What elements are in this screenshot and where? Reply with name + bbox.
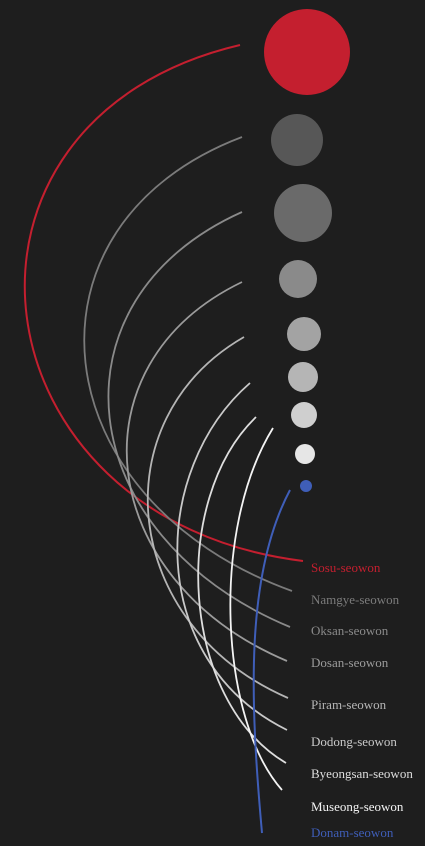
circle-sosu-seowon [264,9,350,95]
arc-donam-seowon [252,489,291,834]
label-byeongsan-seowon: Byeongsan-seowon [311,766,413,781]
circle-oksan-seowon [274,184,332,242]
arc-layer [23,44,304,834]
circle-museong-seowon [295,444,315,464]
arc-byeongsan-seowon [197,416,287,764]
circle-dosan-seowon [279,260,317,298]
arc-oksan-seowon [107,211,291,628]
circle-namgye-seowon [271,114,323,166]
circle-layer [264,9,350,492]
circle-donam-seowon [300,480,312,492]
label-layer: Sosu-seowon Namgye-seowon Oksan-seowon Dosa… [311,560,413,840]
arc-namgye-seowon [83,136,293,592]
arc-dodong-seowon [176,382,288,731]
arc-sosu-seowon [23,44,304,562]
circle-byeongsan-seowon [291,402,317,428]
label-piram-seowon: Piram-seowon [311,697,387,712]
label-dosan-seowon: Dosan-seowon [311,655,389,670]
circle-piram-seowon [287,317,321,351]
arc-piram-seowon [146,336,289,699]
label-donam-seowon: Donam-seowon [311,825,394,840]
label-namgye-seowon: Namgye-seowon [311,592,400,607]
label-sosu-seowon: Sosu-seowon [311,560,381,575]
label-museong-seowon: Museong-seowon [311,799,404,814]
label-oksan-seowon: Oksan-seowon [311,623,389,638]
label-dodong-seowon: Dodong-seowon [311,734,397,749]
circle-dodong-seowon [288,362,318,392]
arc-dosan-seowon [125,281,288,662]
arc-museong-seowon [229,427,283,791]
